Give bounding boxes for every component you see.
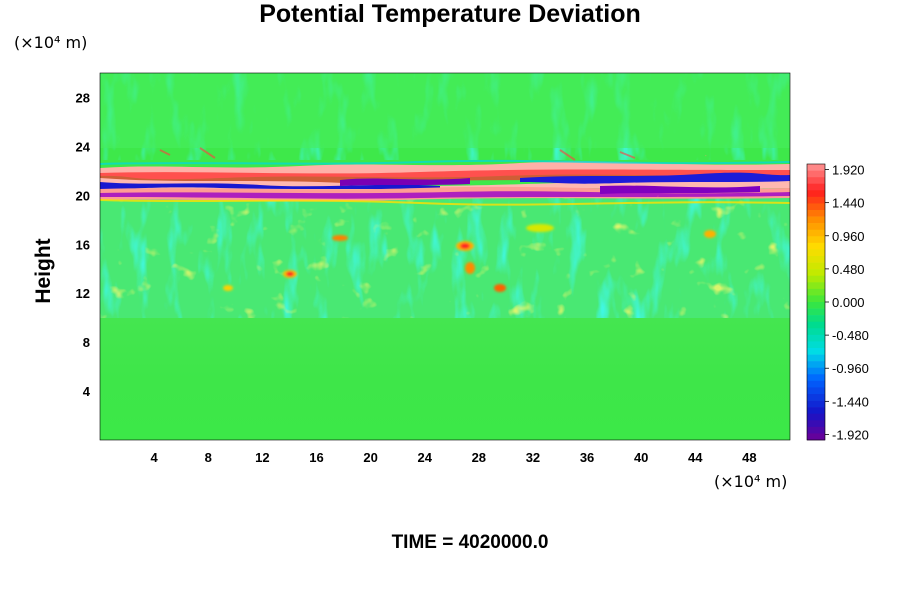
colorbar-swatch [807, 236, 825, 244]
colorbar-swatch [807, 400, 825, 408]
colorbar-tick-label: -1.920 [832, 427, 869, 442]
colorbar-swatch [807, 407, 825, 415]
colorbar-swatch [807, 394, 825, 401]
time-label: TIME = 4020000.0 [391, 532, 549, 553]
y-axis-unit-label: (×10⁴ m) [14, 33, 88, 52]
colorbar-tick-label: 1.440 [832, 196, 865, 211]
plot-frame [99, 72, 791, 441]
colorbar-swatch [807, 380, 825, 388]
x-tick-label: 40 [634, 450, 648, 465]
colorbar-swatch [807, 269, 825, 277]
y-tick-label: 28 [76, 90, 90, 105]
colorbar-swatch [807, 341, 825, 349]
colorbar-tick-label: -1.440 [832, 394, 869, 409]
x-tick-label: 20 [363, 450, 377, 465]
colorbar-swatch [807, 321, 825, 329]
colorbar-swatch [807, 249, 825, 257]
x-tick-label: 48 [742, 450, 756, 465]
colorbar-swatch [807, 302, 825, 309]
chart-title: Potential Temperature Deviation [259, 0, 641, 28]
colorbar-swatch [807, 295, 825, 303]
colorbar-swatch [807, 196, 825, 204]
colorbar-swatch [807, 354, 825, 362]
colorbar-swatch [807, 164, 825, 171]
anomaly-spots [223, 224, 716, 292]
colorbar-swatch [807, 183, 825, 191]
colorbar-swatch [807, 334, 825, 342]
colorbar-swatch [807, 308, 825, 316]
colorbar-swatch [807, 348, 825, 355]
x-tick-label: 12 [255, 450, 269, 465]
x-axis-unit-label: (×10⁴ m) [714, 472, 788, 491]
x-tick-label: 36 [580, 450, 594, 465]
colorbar-swatch [807, 170, 825, 178]
y-tick-label: 16 [76, 237, 90, 252]
x-tick-label: 44 [688, 450, 703, 465]
colorbar-swatch [807, 361, 825, 369]
y-tick-label: 8 [83, 335, 90, 350]
colorbar-swatch [807, 216, 825, 224]
colorbar-swatch [807, 229, 825, 237]
colorbar-swatch [807, 387, 825, 395]
y-tick-label: 12 [76, 286, 90, 301]
x-tick-label: 16 [309, 450, 323, 465]
y-tick-labels: 4 8 12 16 20 24 28 [76, 90, 91, 399]
colorbar-swatch [807, 190, 825, 198]
colorbar-swatch [807, 223, 825, 231]
colorbar-swatch [807, 203, 825, 211]
y-tick-label: 20 [76, 188, 90, 203]
jet-band [100, 147, 790, 206]
colorbar-swatch [807, 426, 825, 434]
colorbar-swatch [807, 242, 825, 250]
y-tick-label: 4 [83, 384, 91, 399]
colorbar-tick-label: -0.480 [832, 328, 869, 343]
colorbar-swatch [807, 328, 825, 336]
x-tick-label: 32 [526, 450, 540, 465]
y-tick-label: 24 [76, 139, 91, 154]
colorbar-swatch [807, 288, 825, 296]
x-tick-label: 8 [205, 450, 212, 465]
colorbar-swatch [807, 210, 825, 217]
colorbar-swatch [807, 413, 825, 421]
colorbar-swatch [807, 374, 825, 382]
colorbar-swatch [807, 275, 825, 283]
heatmap-field [100, 73, 790, 440]
colorbar-swatch [807, 282, 825, 290]
colorbar-tick-label: 0.480 [832, 262, 865, 277]
colorbar-swatch [807, 256, 825, 263]
colorbar-swatch [807, 433, 825, 441]
colorbar-tick-label: 0.960 [832, 229, 865, 244]
x-tick-label: 24 [417, 450, 432, 465]
colorbar-tick-label: -0.960 [832, 361, 869, 376]
colorbar-tick-label: 0.000 [832, 295, 865, 310]
x-tick-labels: 4 8 12 16 20 24 28 32 36 40 44 48 [151, 450, 757, 465]
colorbar-swatch [807, 262, 825, 270]
colorbar-swatch [807, 177, 825, 185]
colorbar-swatch [807, 315, 825, 323]
colorbar-swatch [807, 367, 825, 375]
colorbar-tick-label: 1.920 [832, 163, 865, 178]
x-tick-label: 28 [472, 450, 486, 465]
colorbar-swatch [807, 420, 825, 428]
x-tick-label: 4 [151, 450, 159, 465]
colorbar: 1.920 1.440 0.960 0.480 0.000 -0.480 -0.960 -1.… [806, 163, 869, 442]
